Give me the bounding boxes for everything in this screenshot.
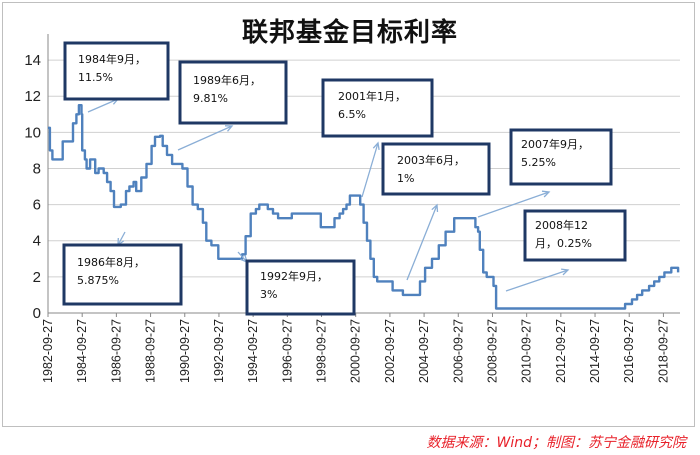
annotation-line1: 2007年9月， [521, 137, 589, 151]
x-tick-label: 1984-09-27 [75, 319, 89, 383]
series-line [48, 104, 680, 310]
source-note: 数据来源：Wind；制图：苏宁金融研究院 [426, 435, 687, 451]
annotation-line2: 3% [260, 288, 277, 301]
annotation-arrow [505, 269, 569, 292]
annotation-line2: 5.25% [521, 156, 556, 169]
y-tick-label: 0 [33, 305, 41, 322]
annotation-arrowhead [431, 203, 439, 213]
annotation-box [245, 259, 356, 316]
annotation-box [178, 60, 288, 125]
annotation-line2: 月，0.25% [535, 237, 592, 250]
x-tick-label: 2010-09-27 [520, 319, 534, 383]
annotation-boxes: 1984年9月， 11.5% 1986年8月， 5.875% 1989年6月， 9.81%… [62, 41, 627, 316]
chart-title: 联邦基金目标利率 [241, 18, 458, 48]
annotation-arrow [406, 204, 438, 281]
annotation-arrow [177, 125, 233, 151]
annotation-line2: 9.81% [193, 92, 228, 105]
annotation-line2: 1% [397, 172, 414, 185]
x-tick-label: 1982-09-27 [41, 319, 55, 383]
annotation-box [523, 209, 627, 262]
y-tick-label: 12 [24, 88, 41, 105]
annotation-arrow [87, 98, 119, 113]
annotation-box [381, 142, 491, 196]
x-tick-label: 1994-09-27 [246, 319, 260, 383]
x-tick-label: 1988-09-27 [144, 319, 158, 383]
annotation-line1: 1992年9月， [260, 269, 328, 283]
annotation-line2: 6.5% [338, 108, 366, 121]
x-tick-label: 2012-09-27 [554, 319, 568, 383]
x-tick-label: 2008-09-27 [485, 319, 499, 383]
x-tick-label: 2004-09-27 [417, 319, 431, 383]
x-tick-label: 1986-09-27 [109, 319, 123, 383]
annotation-arrowhead [224, 125, 234, 132]
y-tick-label: 8 [33, 160, 41, 177]
annotation-box [321, 78, 434, 138]
series-line-layer [48, 104, 680, 310]
annotation-line2: 11.5% [78, 71, 113, 84]
annotation-box [509, 128, 613, 186]
annotation-box [63, 41, 170, 101]
annotation-arrowhead [541, 190, 551, 198]
annotation-line1: 2003年6月， [397, 153, 465, 167]
x-tick-label: 2000-09-27 [349, 319, 363, 383]
y-tick-label: 2 [33, 269, 41, 286]
annotation-box [62, 243, 183, 306]
x-tick-labels: 1982-09-27 1984-09-27 1986-09-27 1988-09-27… [41, 319, 670, 383]
x-tick-label: 1996-09-27 [280, 319, 294, 383]
x-tick-label: 2014-09-27 [588, 319, 602, 383]
y-tick-label: 10 [24, 124, 41, 141]
x-tick-label: 1992-09-27 [212, 319, 226, 383]
annotation-arrowhead [372, 141, 380, 151]
annotation-line1: 2008年12 [535, 218, 588, 232]
y-tick-label: 4 [33, 233, 41, 250]
annotation-line1: 2001年1月， [338, 89, 406, 103]
x-tick-label: 1998-09-27 [315, 319, 329, 383]
annotation-arrow [477, 191, 550, 218]
annotation-line1: 1986年8月， [77, 255, 145, 269]
y-tick-labels: 0 2 4 6 8 10 12 14 [24, 52, 41, 322]
x-tick-label: 1990-09-27 [178, 319, 192, 383]
annotation-arrow [117, 231, 126, 246]
x-tick-label: 2006-09-27 [451, 319, 465, 383]
annotation-line2: 5.875% [77, 274, 119, 287]
x-tick-label: 2002-09-27 [383, 319, 397, 383]
annotation-arrow [361, 142, 379, 198]
x-tick-label: 2016-09-27 [622, 319, 636, 383]
y-tick-label: 14 [24, 52, 41, 69]
x-tick-label: 2018-09-27 [656, 319, 670, 383]
y-tick-label: 6 [33, 197, 41, 214]
annotation-line1: 1984年9月， [78, 52, 146, 66]
annotation-line1: 1989年6月， [193, 73, 261, 87]
annotation-arrowhead [561, 268, 570, 276]
